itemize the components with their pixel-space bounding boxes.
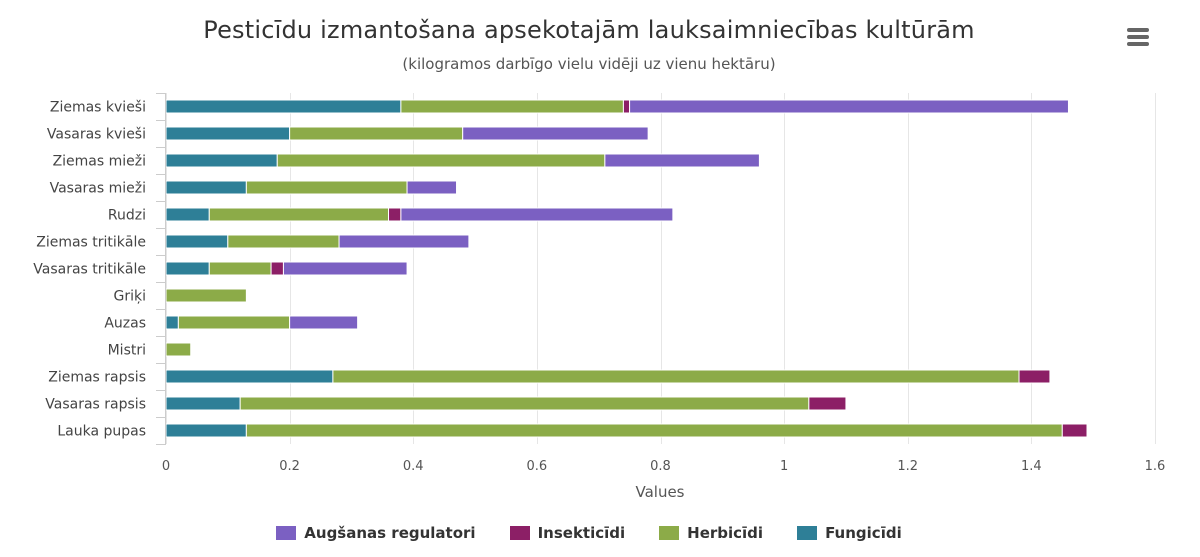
bar-herbicīdi[interactable]: Vasaras rapsis — Herbicīdi: 0.92 xyxy=(239,396,810,411)
bar-herbicīdi[interactable]: Lauka pupas — Herbicīdi: 1.32 xyxy=(245,423,1063,438)
bar-fungicīdi[interactable]: Ziemas tritikāle — Fungicīdi: 0.1 xyxy=(165,234,229,249)
bar-fungicīdi[interactable]: Ziemas mieži — Fungicīdi: 0.18 xyxy=(165,153,278,168)
bar-augšanas-regulatori[interactable]: Ziemas tritikāle — Augšanas regulatori: … xyxy=(338,234,470,249)
x-tick-label: 1.4 xyxy=(1021,459,1042,474)
y-category-label: Mistri xyxy=(108,343,146,359)
chart-subtitle: (kilogramos darbīgo vielu vidēji uz vien… xyxy=(402,55,776,73)
bar-fungicīdi[interactable]: Lauka pupas — Fungicīdi: 0.13 xyxy=(165,423,247,438)
legend-swatch xyxy=(276,526,297,540)
y-category-label: Lauka pupas xyxy=(57,424,146,440)
y-category-label: Vasaras mieži xyxy=(50,181,146,197)
bar-augšanas-regulatori[interactable]: Ziemas mieži — Augšanas regulatori: 0.25 xyxy=(604,153,760,168)
legend-swatch xyxy=(797,526,818,540)
bar-herbicīdi[interactable]: Vasaras kvieši — Herbicīdi: 0.28 xyxy=(289,126,464,141)
legend-item[interactable]: Herbicīdi xyxy=(659,524,763,542)
bar-augšanas-regulatori[interactable]: Rudzi — Augšanas regulatori: 0.44 xyxy=(400,207,674,222)
y-category-label: Auzas xyxy=(104,316,146,332)
legend-item[interactable]: Insekticīdi xyxy=(509,524,626,542)
bar-herbicīdi[interactable]: Ziemas tritikāle — Herbicīdi: 0.18 xyxy=(227,234,340,249)
bar-fungicīdi[interactable]: Rudzi — Fungicīdi: 0.07 xyxy=(165,207,210,222)
bar-herbicīdi[interactable]: Ziemas mieži — Herbicīdi: 0.53 xyxy=(276,153,606,168)
bar-insekticīdi[interactable]: Rudzi — Insekticīdi: 0.02 xyxy=(388,207,402,222)
x-tick-label: 1.6 xyxy=(1145,459,1166,474)
bar-augšanas-regulatori[interactable]: Vasaras tritikāle — Augšanas regulatori:… xyxy=(282,261,408,276)
legend-swatch xyxy=(659,526,680,540)
bar-augšanas-regulatori[interactable]: Ziemas kvieši — Augšanas regulatori: 0.7… xyxy=(629,99,1069,114)
bar-herbicīdi[interactable]: Griķi — Herbicīdi: 0.13 xyxy=(165,288,247,303)
y-category-label: Vasaras rapsis xyxy=(45,397,146,413)
bar-augšanas-regulatori[interactable]: Vasaras kvieši — Augšanas regulatori: 0.… xyxy=(462,126,649,141)
bar-insekticīdi[interactable]: Ziemas rapsis — Insekticīdi: 0.05 xyxy=(1018,369,1051,384)
x-tick-label: 1.2 xyxy=(897,459,918,474)
legend-swatch xyxy=(509,526,530,540)
grid-lines xyxy=(166,93,1156,444)
bar-herbicīdi[interactable]: Ziemas rapsis — Herbicīdi: 1.11 xyxy=(332,369,1020,384)
bar-herbicīdi[interactable]: Vasaras tritikāle — Herbicīdi: 0.1 xyxy=(208,261,272,276)
bar-fungicīdi[interactable]: Vasaras tritikāle — Fungicīdi: 0.07 xyxy=(165,261,210,276)
x-tick-label: 0.4 xyxy=(403,459,424,474)
x-axis-title: Values xyxy=(635,483,684,501)
y-category-label: Ziemas kvieši xyxy=(50,100,146,116)
x-tick-label: 0.6 xyxy=(527,459,548,474)
x-tick-label: 0 xyxy=(162,459,170,474)
legend-label: Herbicīdi xyxy=(687,524,764,542)
y-category-label: Rudzi xyxy=(108,208,146,224)
y-category-label: Ziemas rapsis xyxy=(48,370,146,386)
legend-label: Fungicīdi xyxy=(825,524,902,542)
bar-fungicīdi[interactable]: Vasaras mieži — Fungicīdi: 0.13 xyxy=(165,180,247,195)
hamburger-menu-icon xyxy=(1127,28,1149,32)
bar-augšanas-regulatori[interactable]: Auzas — Augšanas regulatori: 0.11 xyxy=(289,315,359,330)
y-category-label: Griķi xyxy=(114,289,147,305)
bar-insekticīdi[interactable]: Lauka pupas — Insekticīdi: 0.04 xyxy=(1061,423,1088,438)
y-category-label: Vasaras kvieši xyxy=(47,127,146,143)
bar-fungicīdi[interactable]: Ziemas kvieši — Fungicīdi: 0.38 xyxy=(165,99,402,114)
legend-item[interactable]: Augšanas regulatori xyxy=(276,524,476,542)
bar-herbicīdi[interactable]: Rudzi — Herbicīdi: 0.29 xyxy=(208,207,390,222)
bar-herbicīdi[interactable]: Mistri — Herbicīdi: 0.04 xyxy=(165,342,192,357)
x-tick-label: 1 xyxy=(780,459,788,474)
bar-series: Ziemas kvieši — Fungicīdi: 0.38Ziemas kv… xyxy=(165,99,1088,438)
legend-label: Insekticīdi xyxy=(537,524,626,542)
legend-item[interactable]: Fungicīdi xyxy=(797,524,902,542)
chart-plot: Ziemas kvieši — Fungicīdi: 0.38Ziemas kv… xyxy=(33,93,1165,501)
bar-herbicīdi[interactable]: Vasaras mieži — Herbicīdi: 0.26 xyxy=(245,180,408,195)
bar-insekticīdi[interactable]: Ziemas kvieši — Insekticīdi: 0.01 xyxy=(622,99,631,114)
hamburger-menu-icon-line xyxy=(1127,35,1149,39)
y-category-label: Vasaras tritikāle xyxy=(33,262,146,278)
chart-context-menu-button[interactable] xyxy=(1121,24,1155,52)
hamburger-menu-icon-line xyxy=(1127,42,1149,46)
axes: 0 0.2 0.4 0.6 0.8 1 1.2 1.4 1.6 Ziemas kvieši Vasa… xyxy=(33,93,1165,474)
bar-herbicīdi[interactable]: Ziemas kvieši — Herbicīdi: 0.36 xyxy=(400,99,624,114)
chart-title: Pesticīdu izmantošana apsekotajām lauksa… xyxy=(203,16,975,44)
x-tick-label: 0.2 xyxy=(279,459,300,474)
bar-insekticīdi[interactable]: Vasaras rapsis — Insekticīdi: 0.06 xyxy=(808,396,847,411)
bar-herbicīdi[interactable]: Auzas — Herbicīdi: 0.18 xyxy=(177,315,291,330)
bar-augšanas-regulatori[interactable]: Vasaras mieži — Augšanas regulatori: 0.0… xyxy=(406,180,458,195)
bar-fungicīdi[interactable]: Ziemas rapsis — Fungicīdi: 0.27 xyxy=(165,369,334,384)
y-category-label: Ziemas mieži xyxy=(53,154,146,170)
chart-legend: Augšanas regulatori Insekticīdi Herbicīdi F… xyxy=(0,524,1178,542)
bar-fungicīdi[interactable]: Vasaras kvieši — Fungicīdi: 0.2 xyxy=(165,126,291,141)
bar-fungicīdi[interactable]: Auzas — Fungicīdi: 0.02 xyxy=(165,315,179,330)
legend-label: Augšanas regulatori xyxy=(304,524,476,542)
y-category-label: Ziemas tritikāle xyxy=(36,235,146,251)
bar-insekticīdi[interactable]: Vasaras tritikāle — Insekticīdi: 0.02 xyxy=(270,261,284,276)
x-tick-label: 0.8 xyxy=(650,459,671,474)
bar-fungicīdi[interactable]: Vasaras rapsis — Fungicīdi: 0.12 xyxy=(165,396,241,411)
